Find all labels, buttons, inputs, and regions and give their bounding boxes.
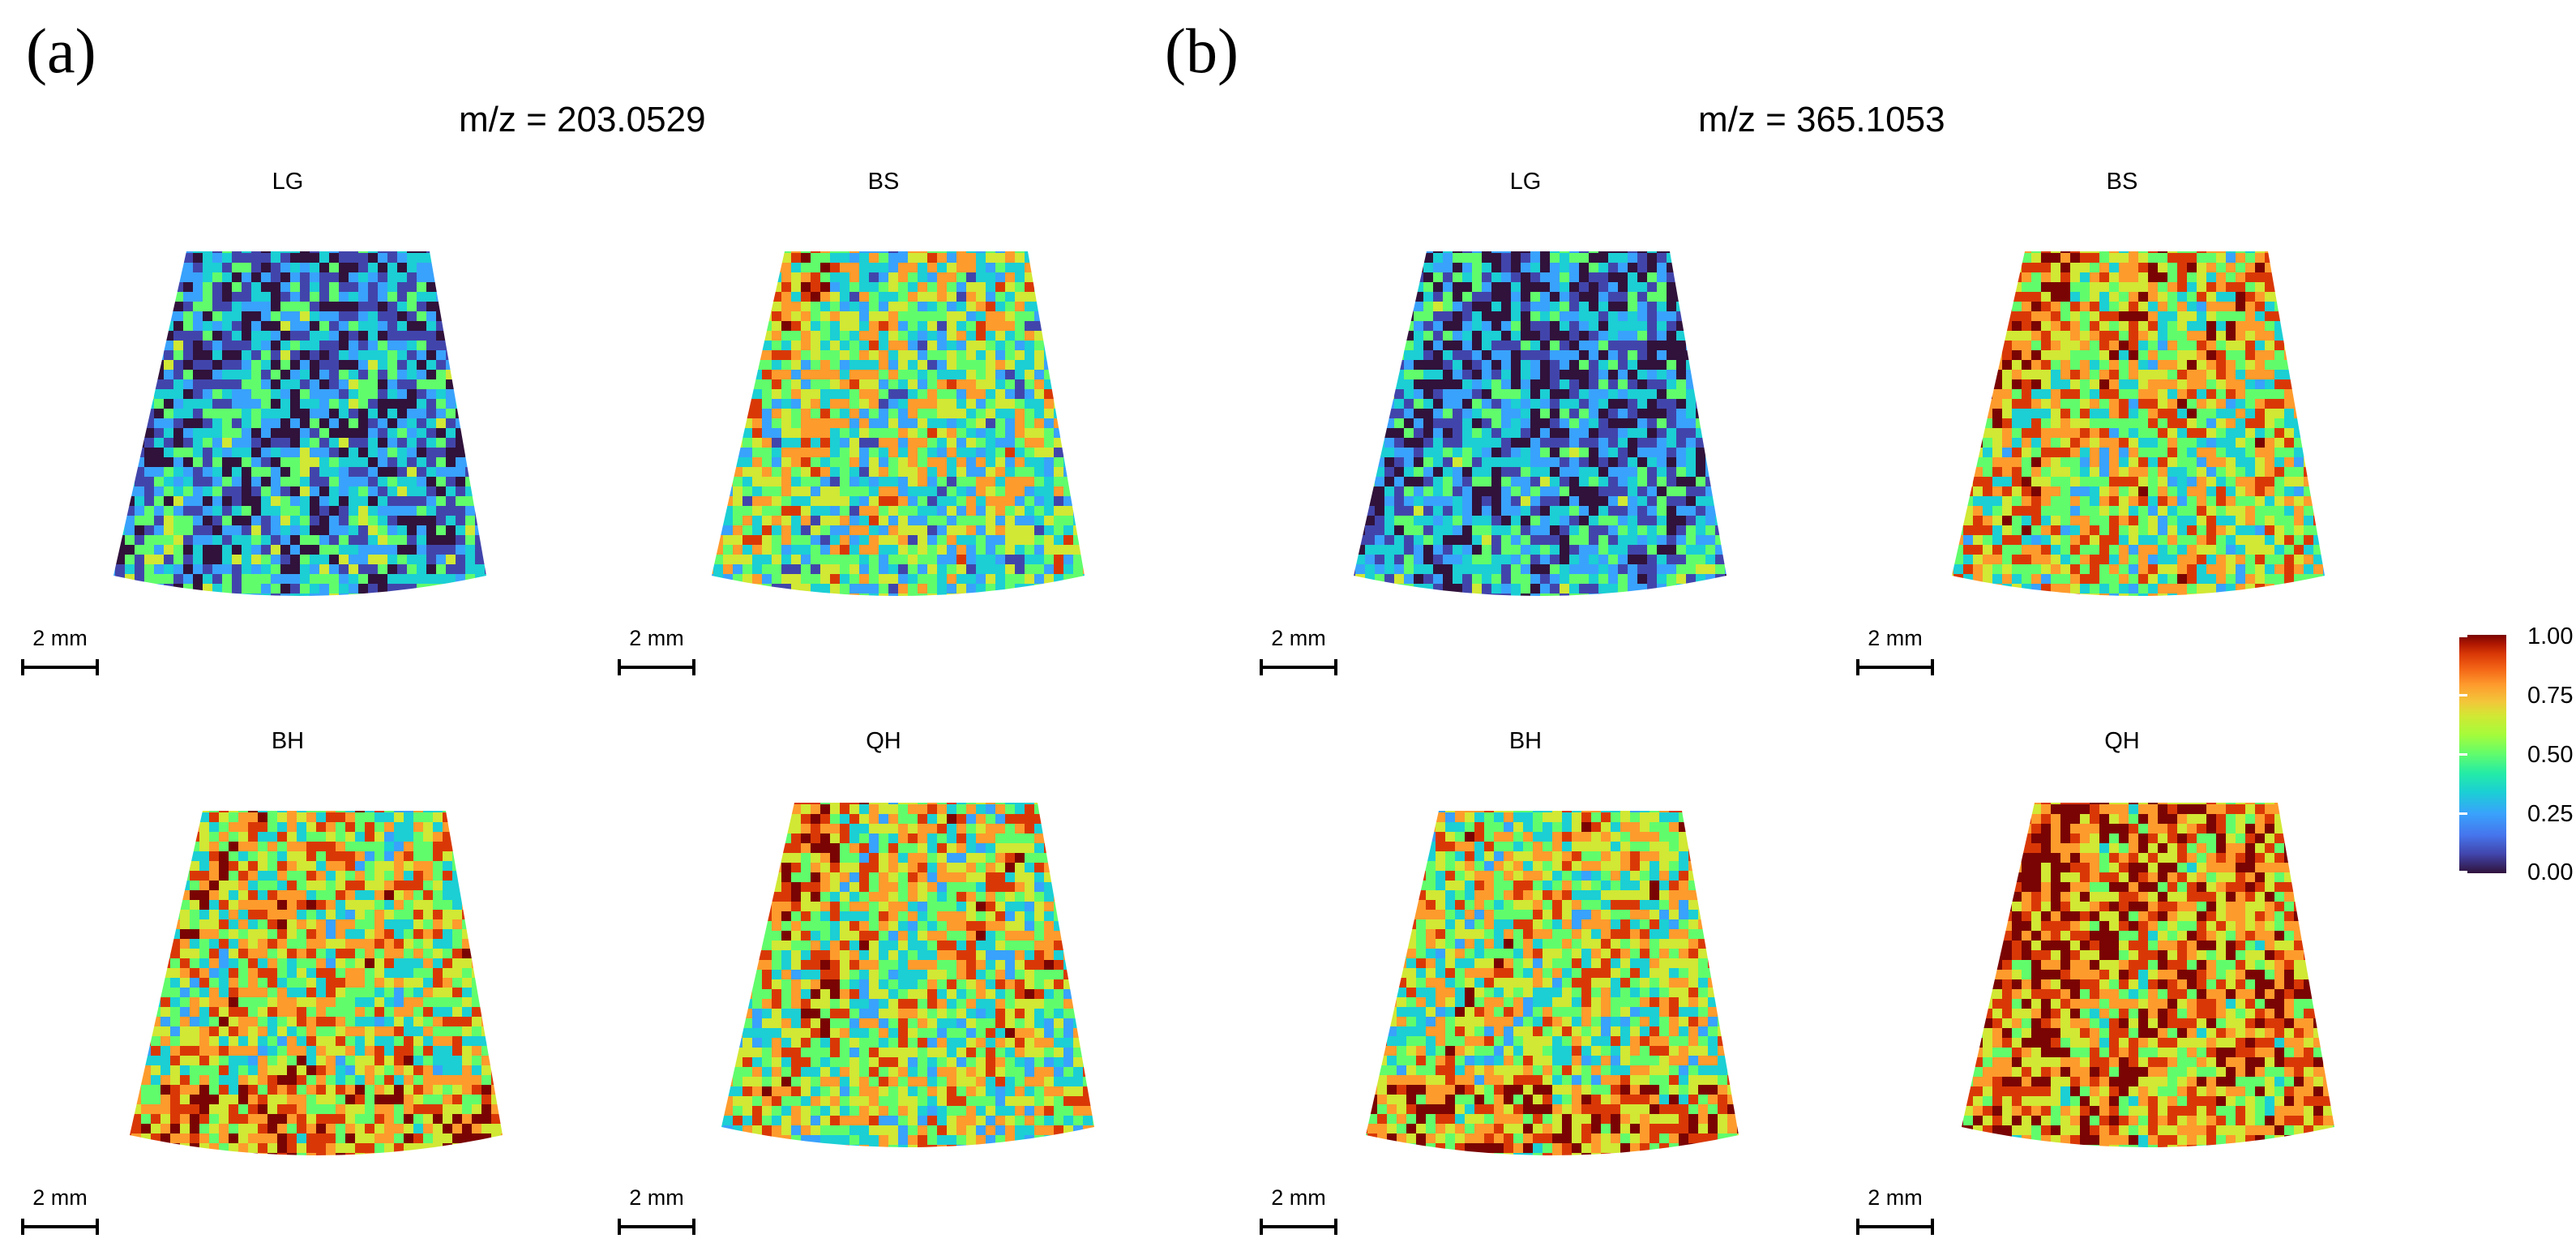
scalebar-label: 2 mm — [629, 626, 684, 650]
scalebar-a-bs: 2 mm — [618, 626, 695, 675]
panel-b-letter: (b) — [1165, 15, 1239, 86]
panel-a-mz-title: m/z = 203.0529 — [459, 100, 706, 139]
ion-intensity-pixels — [721, 803, 1094, 1147]
ion-image-a-lg — [113, 251, 486, 596]
scalebar-a-qh: 2 mm — [618, 1185, 695, 1235]
tile-b-bh-label: BH — [1508, 728, 1543, 754]
scalebar-label: 2 mm — [32, 1185, 88, 1210]
ion-image-b-bh — [1366, 811, 1739, 1155]
scalebar-label: 2 mm — [32, 626, 88, 650]
tile-b-bs-label: BS — [2106, 169, 2138, 195]
scalebar-b-qh: 2 mm — [1856, 1185, 1934, 1235]
scalebar-b-bh: 2 mm — [1260, 1185, 1337, 1235]
scalebar-b-lg: 2 mm — [1260, 626, 1337, 675]
scalebar-a-bh: 2 mm — [21, 1185, 99, 1235]
panel-a-letter: (a) — [26, 15, 96, 86]
ion-image-a-bs — [712, 251, 1085, 596]
scalebar-label: 2 mm — [1271, 1185, 1326, 1210]
tile-a-bs-label: BS — [867, 169, 900, 195]
scalebar-label: 2 mm — [1868, 1185, 1923, 1210]
tile-b-qh-label: QH — [2104, 728, 2140, 754]
scalebar-label: 2 mm — [1868, 626, 1923, 650]
colorbar-tick-label: 0.25 — [2527, 801, 2574, 827]
scalebar-label: 2 mm — [629, 1185, 684, 1210]
ion-intensity-pixels — [1354, 251, 1727, 596]
ion-intensity-pixels — [712, 251, 1085, 596]
ion-intensity-pixels — [1952, 251, 2325, 596]
tile-a-qh-label: QH — [866, 728, 901, 754]
tile-a-lg-label: LG — [272, 169, 304, 195]
scalebar-label: 2 mm — [1271, 626, 1326, 650]
ion-intensity-pixels — [1962, 803, 2334, 1147]
ion-image-a-qh — [721, 803, 1094, 1147]
ion-intensity-pixels — [130, 811, 503, 1155]
ion-image-b-lg — [1354, 251, 1727, 596]
colorbar-tick-label: 0.50 — [2527, 742, 2574, 768]
ion-intensity-pixels — [1366, 811, 1739, 1155]
ion-image-a-bh — [130, 811, 503, 1155]
ion-image-b-bs — [1952, 251, 2325, 596]
panel-b-mz-title: m/z = 365.1053 — [1698, 100, 1945, 139]
tile-b-lg-label: LG — [1509, 169, 1542, 195]
colorbar-tick-label: 0.75 — [2527, 683, 2574, 709]
ion-image-b-qh — [1962, 803, 2334, 1147]
scalebar-a-lg: 2 mm — [21, 626, 99, 675]
scalebar-b-bs: 2 mm — [1856, 626, 1934, 675]
tile-a-bh-label: BH — [271, 728, 305, 754]
ion-intensity-pixels — [113, 251, 486, 596]
colorbar-tick-label: 0.00 — [2527, 859, 2574, 885]
colorbar-tick-label: 1.00 — [2527, 624, 2574, 649]
